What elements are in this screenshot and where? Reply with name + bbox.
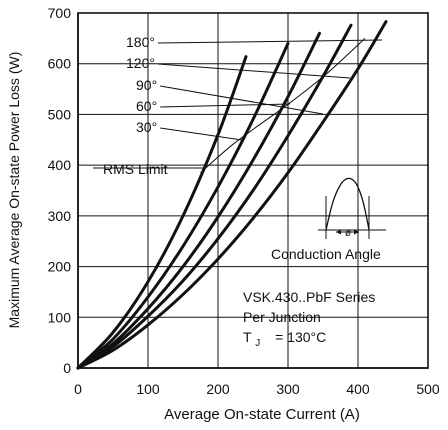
y-tick-label-700: 700 [48, 5, 72, 21]
series-label-30deg: 30° [136, 119, 157, 135]
label-layer: 180° 120° 90° 60° 30° RMS Limit [93, 34, 383, 177]
x-tick-label-100: 100 [136, 381, 160, 397]
tj-label: T J = 130°C [243, 329, 326, 349]
x-tick-label-300: 300 [276, 381, 300, 397]
tj-value: = 130°C [275, 329, 326, 345]
curves-layer [76, 20, 388, 370]
tj-subscript: J [255, 338, 260, 349]
series-label-60deg: 60° [136, 98, 157, 114]
y-tick-label-600: 600 [48, 56, 72, 72]
phi-symbol: ø [345, 228, 351, 239]
leader-line-90deg [160, 85, 324, 115]
series-line-120deg [76, 23, 353, 370]
y-tick-label-400: 400 [48, 157, 72, 173]
series-label-180deg: 180° [126, 34, 155, 50]
y-tick-label-0: 0 [63, 360, 71, 376]
leader-line-120deg [157, 63, 351, 79]
leader-line-180deg [157, 39, 383, 44]
series-line-30deg [76, 55, 248, 370]
plot-border [77, 12, 429, 369]
x-axis-label: Average On-state Current (A) [164, 406, 360, 423]
x-tick-label-0: 0 [74, 381, 82, 397]
conduction-waveform [325, 177, 370, 231]
y-tick-label-500: 500 [48, 106, 72, 122]
conduction-angle-label: Conduction Angle [271, 246, 381, 262]
series-title: VSK.430..PbF Series [243, 289, 375, 305]
leader-line-60deg [160, 103, 291, 108]
conduction-angle-inset: ø Conduction Angle [271, 177, 386, 262]
x-tick-label-500: 500 [416, 381, 440, 397]
series-line-90deg [76, 31, 321, 370]
series-label-120deg: 120° [126, 55, 155, 71]
series-title-block: VSK.430..PbF Series Per Junction T J = 1… [243, 289, 375, 349]
inset-layer: ø Conduction Angle [271, 177, 386, 262]
x-tick-label-400: 400 [346, 381, 370, 397]
series-label-90deg: 90° [136, 77, 157, 93]
conduction-arrowhead-right [354, 229, 359, 235]
series-line-180deg [76, 20, 388, 370]
tj-main: T [243, 329, 252, 345]
y-tick-label-100: 100 [48, 309, 72, 325]
leader-line-30deg [160, 127, 243, 141]
per-junction-label: Per Junction [243, 309, 321, 325]
y-tick-label-300: 300 [48, 208, 72, 224]
conduction-arrowhead-left [336, 229, 341, 235]
rms-limit-label: RMS Limit [103, 161, 168, 177]
x-tick-label-200: 200 [206, 381, 230, 397]
y-axis-label: Maximum Average On-state Power Loss (W) [6, 52, 22, 329]
series-line-60deg [76, 41, 290, 370]
y-tick-label-200: 200 [48, 259, 72, 275]
